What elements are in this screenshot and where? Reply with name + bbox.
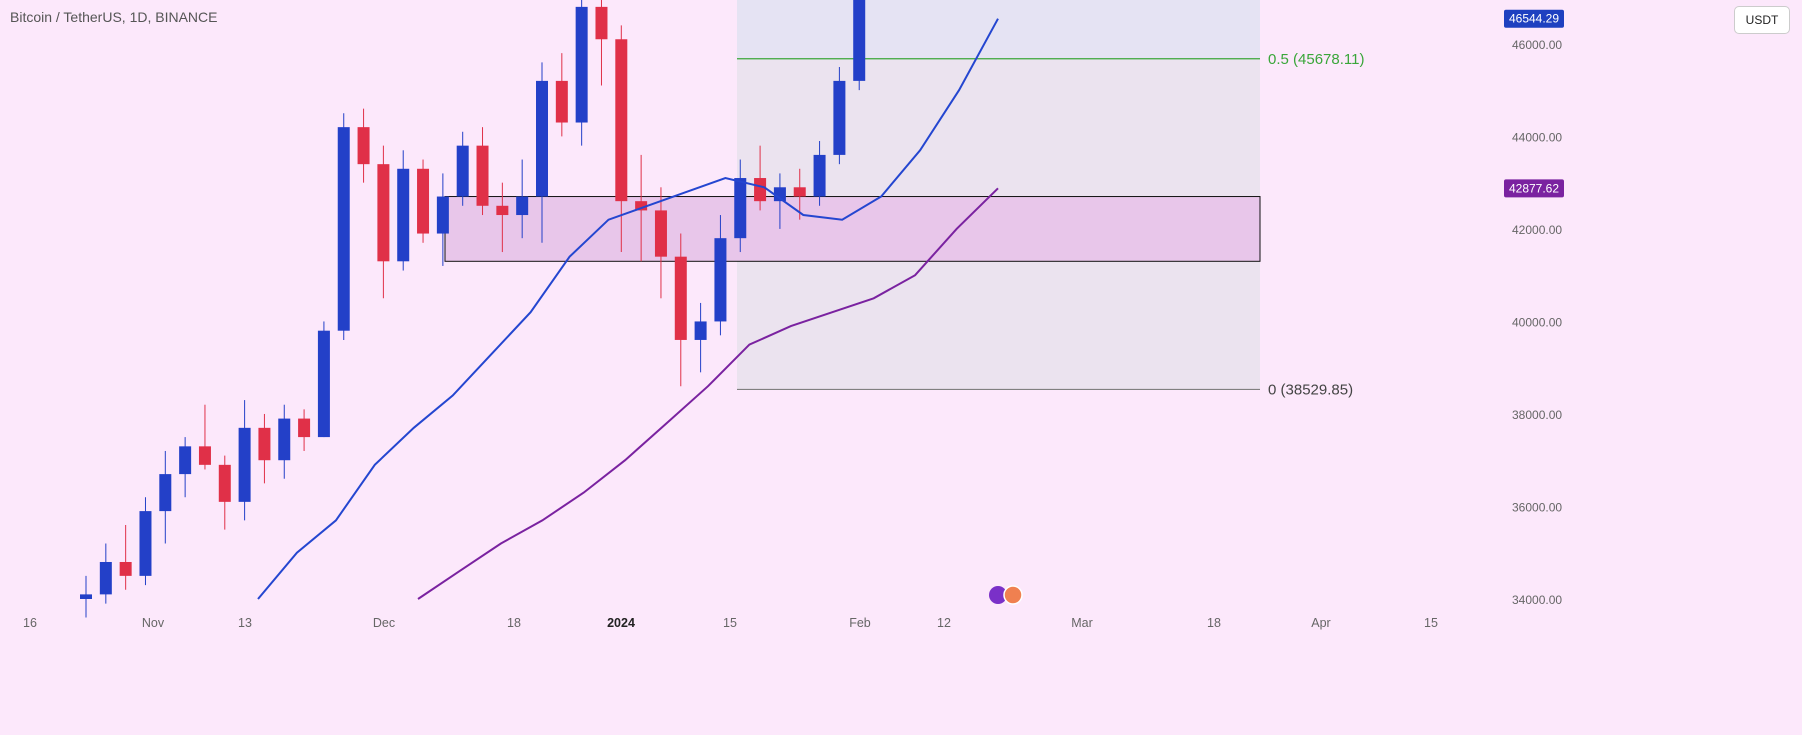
- candle-body: [337, 127, 350, 331]
- candle-body: [278, 418, 291, 461]
- support-zone: [444, 196, 1261, 262]
- candle-body: [813, 154, 826, 197]
- x-tick-label: 13: [238, 616, 252, 630]
- candle-body: [476, 145, 489, 206]
- price-tag: [1504, 9, 1564, 28]
- x-tick-label: 16: [23, 616, 37, 630]
- y-tick-label: 44000.00: [1512, 130, 1562, 144]
- candle-body: [139, 511, 152, 576]
- x-tick-label: 18: [507, 616, 521, 630]
- price-tag: [1504, 179, 1564, 198]
- candle-body: [536, 80, 548, 197]
- candle-body: [238, 427, 251, 502]
- candle-body: [793, 187, 806, 197]
- flash-event-icon: [989, 586, 1007, 604]
- candle-body: [119, 561, 132, 576]
- candle-body: [773, 187, 786, 202]
- x-tick-label: 15: [1424, 616, 1438, 630]
- x-tick-label: Nov: [142, 616, 165, 630]
- price-tag-value: 46544.29: [1509, 12, 1559, 26]
- candle-body: [714, 238, 727, 322]
- candle-body: [615, 39, 628, 202]
- candle-body: [397, 168, 410, 262]
- fib-label-0.5: 0.5 (45678.11): [1268, 51, 1364, 68]
- x-tick-label: 2024: [607, 616, 635, 630]
- candle-body: [654, 210, 667, 257]
- y-tick-label: 40000.00: [1512, 315, 1562, 329]
- x-tick-label: Mar: [1071, 616, 1093, 630]
- candle-body: [377, 164, 390, 262]
- candle-body: [516, 196, 529, 216]
- y-tick-label: 34000.00: [1512, 593, 1562, 607]
- candle-body: [99, 561, 112, 595]
- candle-body: [694, 321, 707, 340]
- fib-label-0: 0 (38529.85): [1268, 381, 1353, 398]
- candle-body: [80, 594, 92, 599]
- candle-body: [436, 196, 449, 234]
- candle-body: [674, 256, 687, 340]
- ema-fast-line: [257, 18, 999, 600]
- candle-body: [853, 0, 866, 81]
- x-tick-label: Feb: [849, 616, 871, 630]
- candle-body: [754, 178, 767, 202]
- candle-body: [456, 145, 469, 197]
- x-tick-label: 15: [723, 616, 737, 630]
- candle-body: [317, 330, 330, 438]
- currency-button[interactable]: USDT: [1734, 6, 1790, 34]
- candle-body: [595, 6, 608, 40]
- candle-body: [496, 205, 509, 216]
- price-tag-value: 42877.62: [1509, 181, 1559, 195]
- y-tick-label: 42000.00: [1512, 223, 1562, 237]
- candle-body: [575, 6, 588, 123]
- candle-body: [198, 446, 211, 465]
- candle-body: [555, 80, 568, 123]
- y-tick-label: 46000.00: [1512, 38, 1562, 52]
- x-tick-label: Dec: [373, 616, 395, 630]
- y-tick-label: 36000.00: [1512, 500, 1562, 514]
- candle-body: [258, 427, 271, 461]
- flag-event-icon: [1003, 585, 1023, 605]
- candle-body: [298, 418, 311, 438]
- candle-body: [635, 201, 648, 211]
- x-tick-label: 12: [937, 616, 951, 630]
- candle-body: [159, 474, 172, 512]
- ema-slow-line: [417, 187, 999, 600]
- candle-body: [417, 168, 430, 234]
- candle-body: [734, 178, 747, 239]
- fib-zone-0618-05: [737, 0, 1260, 59]
- candle-body: [357, 127, 370, 165]
- price-axis: [1500, 0, 1802, 730]
- candle-body: [833, 80, 846, 155]
- x-tick-label: 18: [1207, 616, 1221, 630]
- candle-body: [179, 446, 192, 475]
- candle-body: [218, 464, 231, 502]
- y-tick-label: 38000.00: [1512, 408, 1562, 422]
- symbol-title: Bitcoin / TetherUS, 1D, BINANCE: [10, 9, 218, 25]
- x-tick-label: Apr: [1311, 616, 1330, 630]
